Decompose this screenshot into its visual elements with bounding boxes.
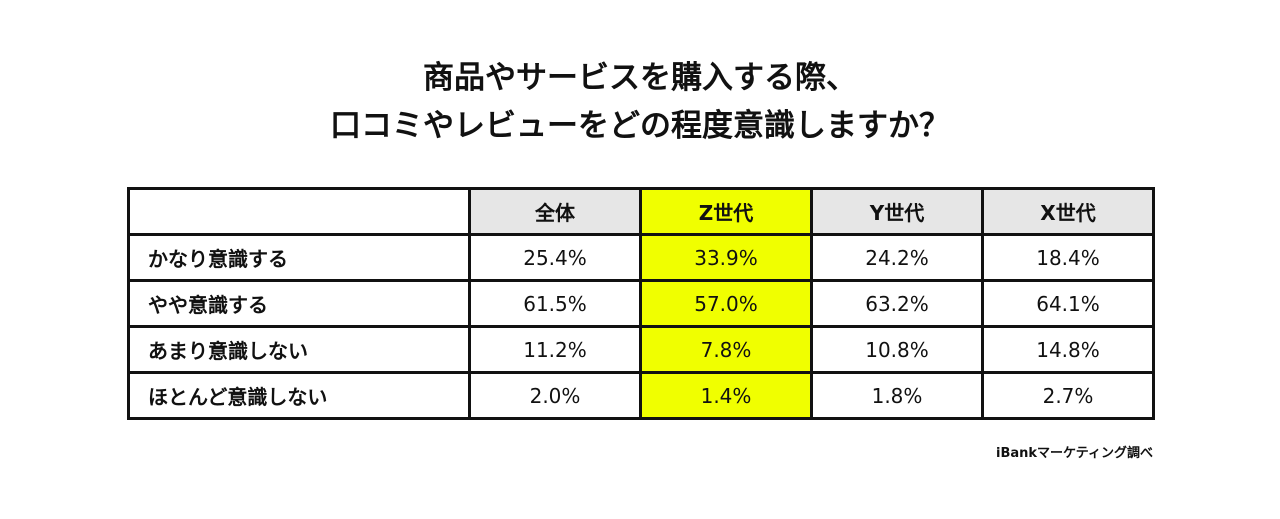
header-all: 全体 [468,187,642,236]
title-line-1: 商品やサービスを購入する際、 [423,60,857,96]
table-row: あまり意識しない 11.2% 7.8% 10.8% 14.8% [127,325,1155,374]
value-cell: 1.4% [639,371,813,420]
value-cell: 14.8% [981,325,1155,374]
row-label: あまり意識しない [127,325,471,374]
table-row: ほとんど意識しない 2.0% 1.4% 1.8% 2.7% [127,371,1155,420]
header-blank [127,187,471,236]
row-label: ほとんど意識しない [127,371,471,420]
value-cell: 63.2% [810,279,984,328]
value-cell: 10.8% [810,325,984,374]
value-cell: 2.0% [468,371,642,420]
value-cell: 33.9% [639,233,813,282]
header-gen-x: X世代 [981,187,1155,236]
value-cell: 64.1% [981,279,1155,328]
header-gen-y: Y世代 [810,187,984,236]
table-row: かなり意識する 25.4% 33.9% 24.2% 18.4% [127,233,1155,282]
source-note: iBankマーケティング調べ [996,446,1153,461]
value-cell: 24.2% [810,233,984,282]
title-line-2: 口コミやレビューをどの程度意識しますか？ [330,108,950,144]
row-label: やや意識する [127,279,471,328]
value-cell: 18.4% [981,233,1155,282]
value-cell: 1.8% [810,371,984,420]
value-cell: 11.2% [468,325,642,374]
row-label: かなり意識する [127,233,471,282]
value-cell: 25.4% [468,233,642,282]
value-cell: 2.7% [981,371,1155,420]
value-cell: 61.5% [468,279,642,328]
value-cell: 57.0% [639,279,813,328]
value-cell: 7.8% [639,325,813,374]
page-title: 商品やサービスを購入する際、 口コミやレビューをどの程度意識しますか？ [0,54,1280,150]
table-row: やや意識する 61.5% 57.0% 63.2% 64.1% [127,279,1155,328]
header-row: 全体 Z世代 Y世代 X世代 [127,187,1155,236]
survey-table: 全体 Z世代 Y世代 X世代 かなり意識する 25.4% 33.9% 24.2% 18.… [127,187,1155,420]
header-gen-z: Z世代 [639,187,813,236]
